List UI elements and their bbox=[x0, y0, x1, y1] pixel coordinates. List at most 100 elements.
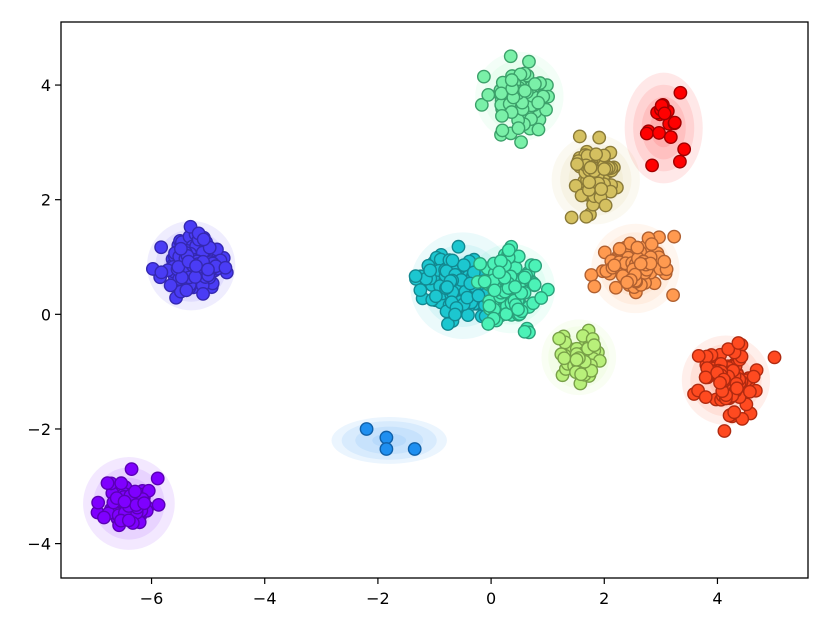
x-tick-label-0: −6 bbox=[140, 589, 164, 608]
x-axis: −6 −4 −2 0 2 4 bbox=[140, 578, 723, 608]
cluster-2-point-1 bbox=[379, 430, 394, 445]
y-tick-label-1: −2 bbox=[27, 420, 51, 439]
x-tick-label-4: 2 bbox=[599, 589, 609, 608]
cluster-7-point-79 bbox=[597, 162, 612, 177]
cluster-9-point-108 bbox=[713, 375, 727, 390]
y-tick-label-2: 0 bbox=[41, 305, 51, 324]
cluster-3-point-127 bbox=[408, 269, 423, 284]
cluster-9-point-7 bbox=[767, 350, 782, 365]
cluster-7-point-70 bbox=[589, 147, 603, 162]
cluster-0-point-61 bbox=[114, 476, 129, 491]
y-axis: −4 −2 0 2 4 bbox=[27, 76, 61, 554]
cluster-7-point-7 bbox=[592, 130, 607, 145]
cluster-7-point-15 bbox=[564, 210, 579, 225]
cluster-8-point-98 bbox=[620, 275, 634, 290]
cluster-2-point-3 bbox=[407, 442, 422, 456]
cluster-5-point-80 bbox=[531, 122, 546, 137]
cluster-3-point-84 bbox=[441, 317, 455, 331]
cluster-0-point-45 bbox=[151, 497, 166, 512]
cluster-7-point-37 bbox=[579, 209, 594, 224]
cluster-5-point-86 bbox=[514, 135, 528, 150]
cluster-5-point-98 bbox=[504, 73, 519, 87]
cluster-8-point-80 bbox=[612, 241, 627, 256]
cluster-1-point-111 bbox=[179, 283, 194, 298]
cluster-10-point-14 bbox=[652, 126, 666, 140]
x-tick-label-3: 0 bbox=[486, 589, 496, 608]
cluster-3-point-107 bbox=[423, 263, 438, 278]
cluster-10-point-11 bbox=[677, 142, 692, 157]
x-tick-label-2: −2 bbox=[366, 589, 390, 608]
cluster-2-point-2 bbox=[379, 442, 394, 456]
cluster-0-point-69 bbox=[128, 484, 142, 499]
cluster-1-point-106 bbox=[163, 278, 178, 293]
cluster-9-point-103 bbox=[730, 381, 744, 396]
cluster-5-point-99 bbox=[531, 95, 546, 110]
cluster-0-point-62 bbox=[91, 495, 106, 510]
cluster-3-point-35 bbox=[451, 239, 466, 254]
cluster-8-point-12 bbox=[666, 288, 680, 303]
cluster-1-point-99 bbox=[196, 286, 210, 301]
cluster-4-point-90 bbox=[487, 283, 502, 298]
cluster-8-point-88 bbox=[630, 240, 645, 255]
cluster-1-point-119 bbox=[201, 262, 215, 277]
cluster-9-point-62 bbox=[746, 369, 761, 384]
cluster-4-point-105 bbox=[511, 302, 525, 317]
cluster-0-point-46 bbox=[100, 476, 115, 491]
cluster-4-point-104 bbox=[508, 279, 522, 294]
cluster-9-point-92 bbox=[698, 390, 713, 404]
cluster-6-point-53 bbox=[552, 331, 567, 346]
cluster-9-point-109 bbox=[742, 384, 757, 399]
cluster-5-point-81 bbox=[503, 49, 518, 64]
cluster-0-point-43 bbox=[97, 510, 111, 525]
cluster-1-point-117 bbox=[173, 241, 188, 256]
cluster-10-point-17 bbox=[667, 115, 682, 130]
cluster-3-point-129 bbox=[440, 280, 455, 294]
cluster-1-point-13 bbox=[154, 240, 169, 255]
cluster-10-point-16 bbox=[657, 106, 672, 121]
cluster-8-point-74 bbox=[587, 279, 602, 294]
cluster-4-point-73 bbox=[481, 317, 496, 331]
cluster-8-point-99 bbox=[633, 256, 648, 271]
cluster-6-point-52 bbox=[587, 338, 602, 353]
cluster-8-point-10 bbox=[667, 229, 682, 244]
cluster-3-point-71 bbox=[428, 289, 443, 304]
cluster-4-point-92 bbox=[473, 256, 488, 271]
cluster-5-point-40 bbox=[481, 87, 496, 102]
cluster-5-point-85 bbox=[528, 77, 542, 91]
cluster-10-point-3 bbox=[673, 154, 687, 169]
y-tick-label-4: 4 bbox=[41, 76, 51, 95]
cluster-1-point-109 bbox=[196, 232, 211, 247]
cluster-9-point-73 bbox=[721, 342, 736, 357]
cluster-6-point-44 bbox=[557, 351, 572, 366]
cluster-10-point-5 bbox=[645, 158, 659, 173]
cluster-5-point-84 bbox=[511, 121, 526, 136]
cluster-8-point-93 bbox=[607, 258, 622, 273]
cluster-8-point-54 bbox=[584, 268, 599, 282]
cluster-4-point-106 bbox=[492, 265, 506, 280]
cluster-5-point-34 bbox=[474, 97, 489, 112]
cluster-0-point-67 bbox=[137, 496, 152, 511]
cluster-1-point-118 bbox=[189, 259, 203, 273]
cluster-7-point-78 bbox=[583, 160, 598, 175]
data-points bbox=[90, 49, 782, 533]
cluster-10-point-7 bbox=[639, 126, 654, 141]
cluster-8-point-97 bbox=[657, 254, 672, 269]
cluster-4-point-91 bbox=[477, 274, 492, 289]
y-tick-label-0: −4 bbox=[27, 535, 51, 554]
cluster-3-point-113 bbox=[445, 253, 460, 268]
cluster-9-point-81 bbox=[691, 348, 706, 363]
cluster-9-point-57 bbox=[717, 424, 732, 438]
cluster-5-point-95 bbox=[517, 83, 532, 98]
cluster-3-point-103 bbox=[460, 290, 475, 305]
cluster-6-point-51 bbox=[574, 367, 589, 382]
cluster-7-point-69 bbox=[570, 157, 585, 172]
cluster-3-point-115 bbox=[413, 283, 428, 298]
cluster-10-point-9 bbox=[663, 130, 678, 145]
cluster-4-point-99 bbox=[494, 254, 508, 268]
cluster-4-point-58 bbox=[482, 299, 497, 313]
cluster-3-point-126 bbox=[448, 307, 462, 322]
cluster-7-point-77 bbox=[594, 182, 609, 196]
cluster-5-point-26 bbox=[522, 54, 536, 69]
cluster-4-point-107 bbox=[517, 324, 532, 339]
cluster-0-point-51 bbox=[124, 462, 139, 477]
